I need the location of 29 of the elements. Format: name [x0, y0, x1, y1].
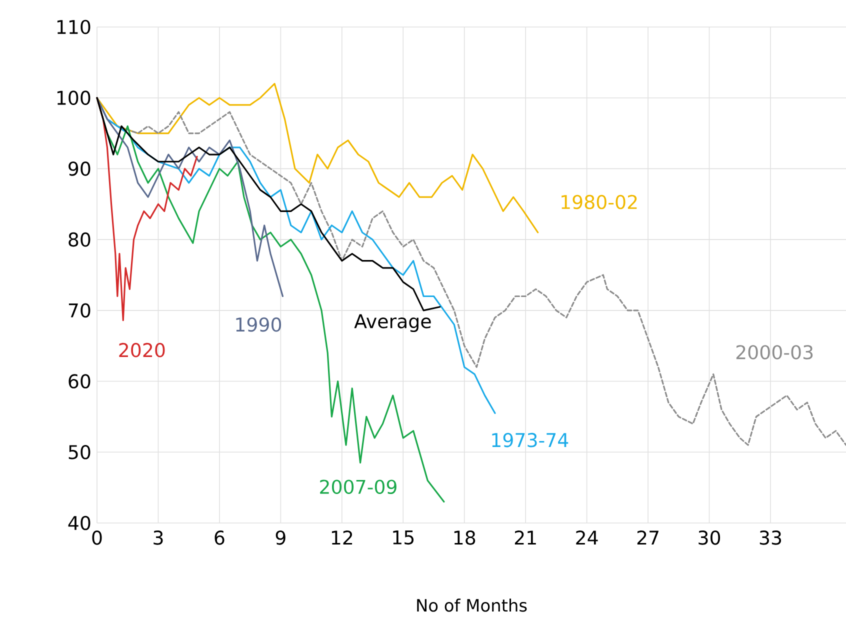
- series-label: 1973-74: [492, 432, 568, 448]
- y-tick-label: 100: [57, 90, 90, 105]
- x-tick-label: 21: [514, 530, 536, 545]
- x-tick-label: 12: [332, 530, 352, 545]
- x-tick-label: 33: [760, 530, 782, 545]
- y-tick-label: 60: [68, 374, 90, 388]
- x-tick-label: 24: [576, 530, 598, 545]
- x-tick-label: 15: [393, 530, 414, 545]
- x-tick-label: 9: [276, 530, 286, 545]
- series-label: 2000-03: [736, 345, 813, 360]
- series-label: 2020: [119, 342, 165, 358]
- x-axis-title: No of Months: [417, 598, 527, 612]
- series-label: 1980-02: [562, 194, 637, 210]
- y-tick-label: 90: [68, 162, 90, 176]
- x-tick-label: 6: [214, 530, 224, 545]
- y-tick-label: 110: [57, 20, 90, 34]
- y-tick-label: 80: [68, 232, 90, 247]
- x-tick-label: 27: [637, 530, 658, 545]
- line-series: [96, 97, 284, 298]
- x-tick-label: 3: [154, 530, 163, 545]
- x-tick-label: 18: [454, 530, 476, 545]
- x-tick-label: 0: [92, 530, 102, 545]
- y-tick-label: 40: [68, 516, 90, 530]
- y-tick-label: 50: [68, 444, 90, 460]
- y-tick-label: 70: [68, 303, 90, 318]
- series-label: Average: [354, 314, 431, 332]
- series-label: 2007-09: [320, 480, 396, 494]
- series-label: 1990: [236, 317, 282, 332]
- x-tick-label: 30: [698, 530, 720, 545]
